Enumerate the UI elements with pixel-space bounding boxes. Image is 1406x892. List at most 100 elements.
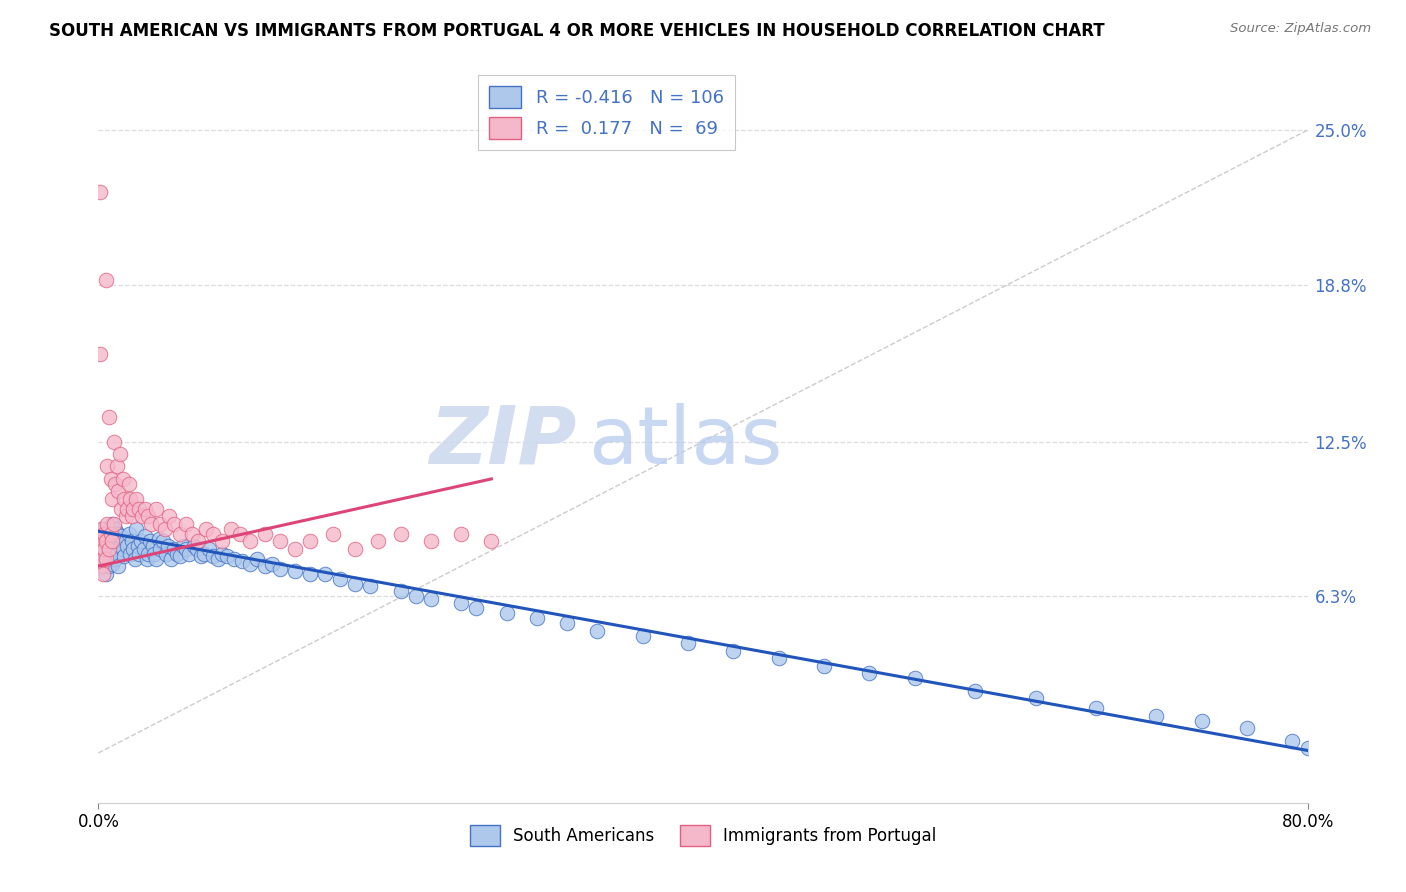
Point (269, 561, 291, 575)
Point (90, 522, 112, 536)
Point (1024, 691, 1046, 706)
Point (127, 539, 149, 553)
Point (107, 526, 129, 541)
Point (122, 541, 145, 556)
Point (768, 651, 790, 665)
Point (813, 658, 835, 673)
Point (91, 559, 114, 574)
Point (858, 666, 880, 681)
Point (110, 529, 132, 543)
Point (174, 516, 197, 531)
Point (155, 547, 177, 561)
Point (367, 534, 389, 549)
Point (145, 551, 167, 566)
Point (420, 591, 443, 606)
Point (481, 534, 503, 549)
Point (166, 547, 188, 561)
Point (103, 541, 125, 556)
Point (98, 559, 121, 574)
Point (90, 541, 112, 556)
Point (136, 509, 159, 524)
Point (91, 551, 114, 566)
Point (360, 579, 382, 593)
Point (215, 549, 238, 563)
Text: SOUTH AMERICAN VS IMMIGRANTS FROM PORTUGAL 4 OR MORE VEHICLES IN HOUSEHOLD CORRE: SOUTH AMERICAN VS IMMIGRANTS FROM PORTUG… (49, 22, 1105, 40)
Point (179, 547, 201, 561)
Point (121, 534, 143, 549)
Point (96, 459, 118, 474)
Point (450, 526, 472, 541)
Point (211, 534, 233, 549)
Point (389, 584, 412, 599)
Point (94, 566, 117, 581)
Point (112, 549, 135, 563)
Point (125, 491, 148, 506)
Point (101, 491, 124, 506)
Point (139, 534, 162, 549)
Point (108, 539, 131, 553)
Point (94, 539, 117, 553)
Point (149, 541, 172, 556)
Point (221, 522, 243, 536)
Point (101, 516, 124, 531)
Point (152, 534, 174, 549)
Point (186, 541, 208, 556)
Point (93, 541, 115, 556)
Point (105, 534, 128, 549)
Point (181, 526, 204, 541)
Point (104, 551, 127, 566)
Point (253, 559, 276, 574)
Point (118, 526, 141, 541)
Point (1191, 714, 1213, 728)
Point (136, 547, 159, 561)
Point (231, 554, 253, 568)
Point (93, 526, 115, 541)
Point (202, 549, 225, 563)
Point (465, 601, 488, 615)
Point (141, 516, 163, 531)
Point (105, 547, 128, 561)
Point (197, 541, 219, 556)
Point (103, 434, 125, 449)
Point (118, 476, 141, 491)
Point (149, 516, 172, 531)
Point (91, 566, 114, 581)
Point (93, 541, 115, 556)
Point (143, 547, 166, 561)
Point (1296, 741, 1319, 756)
Text: atlas: atlas (588, 402, 783, 481)
Point (98, 541, 121, 556)
Point (90, 559, 112, 574)
Point (202, 526, 225, 541)
Point (174, 541, 197, 556)
Point (100, 472, 122, 486)
Point (94, 551, 117, 566)
Point (329, 572, 352, 586)
Point (89, 534, 111, 549)
Point (389, 526, 412, 541)
Point (253, 526, 276, 541)
Point (91, 534, 114, 549)
Point (132, 541, 155, 556)
Legend: South Americans, Immigrants from Portugal: South Americans, Immigrants from Portuga… (463, 819, 943, 852)
Point (344, 541, 367, 556)
Point (142, 539, 165, 553)
Point (229, 526, 252, 541)
Point (103, 516, 125, 531)
Point (107, 484, 129, 499)
Point (299, 566, 322, 581)
Point (125, 522, 148, 536)
Point (98, 409, 121, 424)
Point (104, 476, 127, 491)
Point (128, 501, 150, 516)
Text: ZIP: ZIP (429, 402, 576, 481)
Point (676, 636, 699, 650)
Point (129, 534, 152, 549)
Point (128, 547, 150, 561)
Point (555, 616, 578, 631)
Point (98, 534, 121, 549)
Point (107, 559, 129, 574)
Point (100, 526, 122, 541)
Point (131, 509, 153, 524)
Point (96, 516, 118, 531)
